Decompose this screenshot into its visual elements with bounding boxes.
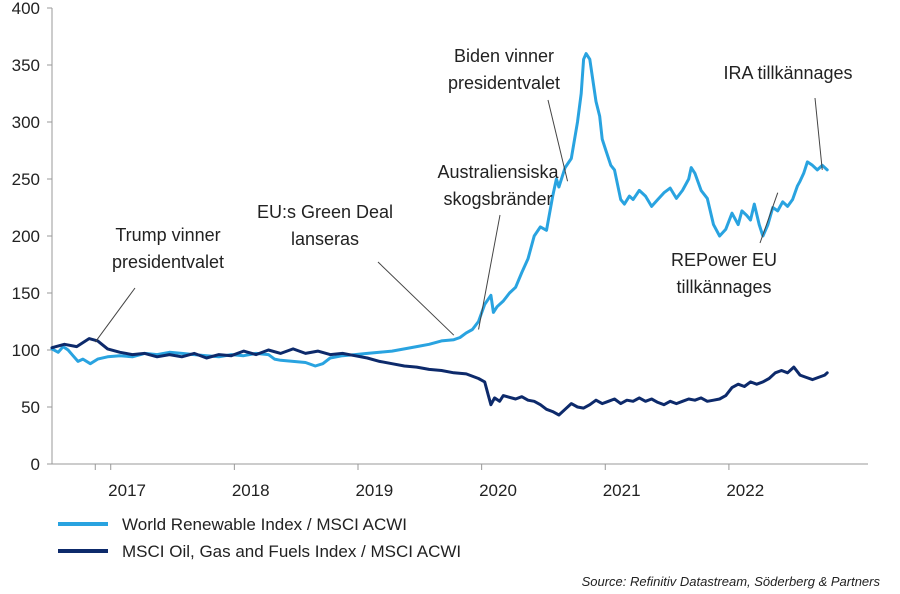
- legend-label-renewable: World Renewable Index / MSCI ACWI: [122, 515, 407, 534]
- legend: World Renewable Index / MSCI ACWI MSCI O…: [58, 515, 461, 561]
- x-tick-label: 2022: [726, 481, 764, 500]
- annotation-line: skogsbränder: [443, 189, 552, 209]
- annotation-line: Trump vinner: [115, 225, 220, 245]
- x-tick-label: 2019: [355, 481, 393, 500]
- x-tick-label: 2018: [232, 481, 270, 500]
- x-tick-label: 2017: [108, 481, 146, 500]
- y-tick-label: 350: [12, 56, 40, 75]
- y-tick-label: 300: [12, 113, 40, 132]
- series-layer: [50, 52, 829, 417]
- annotation-label: Australiensiska skogsbränder: [437, 162, 559, 209]
- source-note: Source: Refinitiv Datastream, Söderberg …: [582, 574, 881, 589]
- y-ticks: 0 50 100 150 200 250 300 350 400: [12, 0, 52, 474]
- annotation-line: REPower EU: [671, 250, 777, 270]
- annotation-line: IRA tillkännages: [723, 63, 852, 83]
- annotation-leader-line: [377, 261, 455, 336]
- y-tick-label: 0: [31, 455, 40, 474]
- series-line-oil-gas: [50, 337, 829, 417]
- y-tick-label: 150: [12, 284, 40, 303]
- legend-label-oil-gas: MSCI Oil, Gas and Fuels Index / MSCI ACW…: [122, 542, 461, 561]
- annotation-leader-line: [759, 192, 779, 244]
- annotation-leader-line: [94, 287, 136, 343]
- series-line-renewable: [50, 52, 829, 368]
- annotation-label: Biden vinner presidentvalet: [448, 46, 560, 93]
- y-tick-label: 50: [21, 398, 40, 417]
- x-ticks: 2017 2018 2019 2020 2021 2022: [94, 464, 764, 500]
- annotations: Trump vinner presidentvalet EU:s Green Dea…: [94, 46, 853, 343]
- annotation-line: tillkännages: [676, 277, 771, 297]
- annotation-line: lanseras: [291, 229, 359, 249]
- annotation-line: presidentvalet: [112, 252, 224, 272]
- annotation-leader-line: [547, 99, 569, 182]
- x-tick-label: 2020: [479, 481, 517, 500]
- annotation-line: Australiensiska: [437, 162, 559, 182]
- annotation-label: IRA tillkännages: [723, 63, 852, 83]
- annotation-leader-line: [478, 214, 501, 330]
- annotation-label: EU:s Green Deal lanseras: [257, 202, 393, 249]
- annotation-label: Trump vinner presidentvalet: [112, 225, 224, 272]
- annotation-label: REPower EU tillkännages: [671, 250, 777, 297]
- annotation-line: Biden vinner: [454, 46, 554, 66]
- x-tick-label: 2021: [603, 481, 641, 500]
- y-tick-label: 200: [12, 227, 40, 246]
- y-tick-label: 400: [12, 0, 40, 18]
- y-tick-label: 250: [12, 170, 40, 189]
- annotation-leader-line: [814, 97, 823, 170]
- y-tick-label: 100: [12, 341, 40, 360]
- annotation-line: presidentvalet: [448, 73, 560, 93]
- annotation-line: EU:s Green Deal: [257, 202, 393, 222]
